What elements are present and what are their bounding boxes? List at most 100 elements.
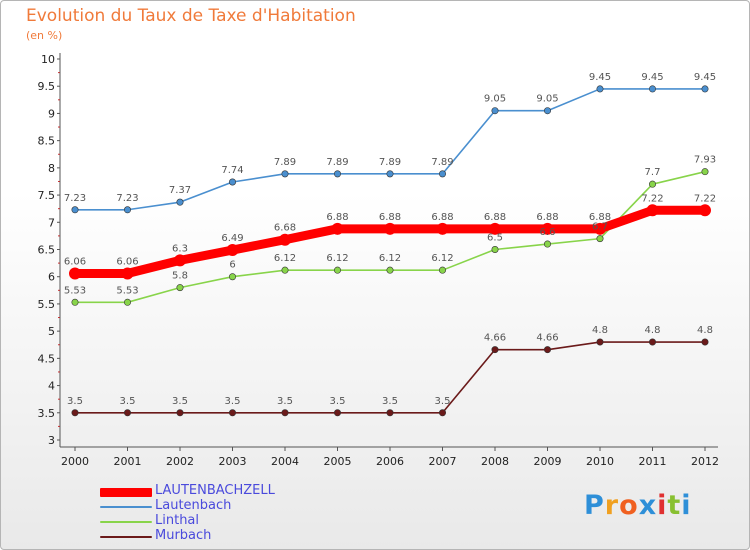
legend-label-linthal: Linthal bbox=[155, 513, 200, 528]
data-label-lautenbach: 7.89 bbox=[379, 157, 401, 168]
data-label-murbach: 3.5 bbox=[225, 396, 241, 407]
data-point-murbach bbox=[596, 338, 604, 346]
data-label-lautenbach: 7.23 bbox=[64, 193, 86, 204]
data-label-lautenbachzell: 6.06 bbox=[116, 256, 138, 267]
data-point-lautenbachzell bbox=[384, 222, 396, 235]
data-point-murbach bbox=[229, 409, 237, 417]
y-tick-label: 6 bbox=[48, 271, 55, 284]
data-label-lautenbach: 7.37 bbox=[169, 185, 191, 196]
data-point-lautenbachzell bbox=[646, 204, 659, 217]
chart-title: Evolution du Taux de Taxe d'Habitation bbox=[26, 6, 356, 26]
data-point-lautenbach bbox=[386, 170, 394, 178]
data-point-lautenbachzell bbox=[594, 222, 606, 235]
data-point-lautenbachzell bbox=[174, 254, 186, 267]
data-label-murbach: 3.5 bbox=[435, 396, 451, 407]
data-label-lautenbach: 9.05 bbox=[536, 94, 558, 105]
y-tick-label: 6.5 bbox=[38, 244, 56, 257]
data-label-murbach: 3.5 bbox=[120, 396, 136, 407]
data-label-murbach: 3.5 bbox=[67, 396, 83, 407]
data-point-lautenbach bbox=[543, 107, 551, 115]
data-point-murbach bbox=[176, 409, 184, 417]
logo-letter: P bbox=[584, 490, 605, 521]
data-point-murbach bbox=[386, 409, 394, 417]
series-layer bbox=[69, 85, 711, 417]
data-point-linthal bbox=[701, 168, 709, 176]
data-point-murbach bbox=[701, 338, 709, 346]
y-tick-label: 5 bbox=[48, 325, 55, 338]
data-label-lautenbach: 7.74 bbox=[221, 165, 243, 176]
x-tick-label: 2004 bbox=[271, 455, 299, 468]
data-point-lautenbachzell bbox=[279, 233, 291, 246]
data-label-linthal: 5.8 bbox=[172, 271, 188, 282]
unit-label: (en %) bbox=[26, 29, 63, 42]
data-point-linthal bbox=[124, 298, 132, 306]
x-tick-label: 2007 bbox=[429, 455, 457, 468]
data-label-lautenbachzell: 6.88 bbox=[484, 212, 506, 223]
data-label-linthal: 6.12 bbox=[379, 253, 401, 264]
x-tick-label: 2001 bbox=[114, 455, 142, 468]
data-label-lautenbach: 7.89 bbox=[431, 157, 453, 168]
data-label-linthal: 7.7 bbox=[645, 167, 661, 178]
y-tick-label: 3.5 bbox=[38, 407, 56, 420]
data-point-lautenbach bbox=[701, 85, 709, 93]
data-point-linthal bbox=[176, 284, 184, 292]
data-label-lautenbachzell: 6.06 bbox=[64, 256, 86, 267]
data-point-linthal bbox=[438, 266, 446, 274]
y-tick-label: 8.5 bbox=[38, 135, 56, 148]
data-label-murbach: 3.5 bbox=[277, 396, 293, 407]
logo-letter: i bbox=[681, 490, 692, 521]
y-tick-label: 9 bbox=[48, 107, 55, 120]
y-tick-label: 7.5 bbox=[38, 189, 56, 202]
data-label-lautenbachzell: 6.68 bbox=[274, 223, 296, 234]
data-label-lautenbach: 9.05 bbox=[484, 94, 506, 105]
data-point-murbach bbox=[124, 409, 132, 417]
data-point-murbach bbox=[281, 409, 289, 417]
data-point-lautenbach bbox=[71, 206, 79, 214]
legend-swatch-linthal bbox=[100, 521, 152, 523]
data-point-murbach bbox=[333, 409, 341, 417]
data-label-lautenbachzell: 6.88 bbox=[379, 212, 401, 223]
data-label-murbach: 4.8 bbox=[697, 325, 713, 336]
data-point-murbach bbox=[491, 346, 499, 354]
data-label-linthal: 6.12 bbox=[326, 253, 348, 264]
data-point-lautenbach bbox=[333, 170, 341, 178]
y-tick-label: 9.5 bbox=[38, 80, 56, 93]
data-point-lautenbach bbox=[229, 178, 237, 186]
data-point-linthal bbox=[596, 235, 604, 243]
data-label-murbach: 3.5 bbox=[172, 396, 188, 407]
data-label-lautenbachzell: 6.88 bbox=[431, 212, 453, 223]
y-tick-label: 8 bbox=[48, 162, 55, 175]
data-label-murbach: 4.66 bbox=[536, 333, 558, 344]
data-label-lautenbachzell: 6.88 bbox=[536, 212, 558, 223]
data-point-lautenbachzell bbox=[226, 244, 239, 257]
data-point-lautenbachzell bbox=[699, 204, 711, 217]
data-point-lautenbach bbox=[281, 170, 289, 178]
x-tick-label: 2008 bbox=[481, 455, 509, 468]
data-label-murbach: 3.5 bbox=[330, 396, 346, 407]
data-label-lautenbach: 9.45 bbox=[589, 72, 611, 83]
data-point-linthal bbox=[491, 246, 499, 254]
data-label-murbach: 3.5 bbox=[382, 396, 398, 407]
data-label-linthal: 6.7 bbox=[592, 222, 608, 233]
data-label-linthal: 6.12 bbox=[274, 253, 296, 264]
legend-swatch-lautenbachzell bbox=[100, 488, 152, 497]
data-label-murbach: 4.8 bbox=[592, 325, 608, 336]
x-tick-label: 2011 bbox=[639, 455, 667, 468]
data-point-linthal bbox=[648, 180, 656, 188]
data-label-lautenbach: 7.23 bbox=[116, 193, 138, 204]
data-point-lautenbachzell bbox=[121, 267, 134, 280]
x-tick-label: 2006 bbox=[376, 455, 404, 468]
x-tick-label: 2002 bbox=[166, 455, 194, 468]
data-label-murbach: 4.8 bbox=[645, 325, 661, 336]
data-label-lautenbachzell: 7.22 bbox=[641, 193, 663, 204]
axes: 3 3.5 4 4.5 5 5.5 6 6.5 7 7.5 8 8.5 9 9.5 10 2000 2001 20… bbox=[38, 53, 719, 468]
data-point-lautenbachzell bbox=[436, 222, 449, 235]
y-tick-label: 7 bbox=[48, 216, 55, 229]
data-label-linthal: 7.93 bbox=[694, 155, 716, 166]
data-label-murbach: 4.66 bbox=[484, 333, 506, 344]
data-label-lautenbach: 9.45 bbox=[694, 72, 716, 83]
y-tick-label: 4.5 bbox=[38, 352, 56, 365]
x-tick-label: 2009 bbox=[534, 455, 562, 468]
data-point-lautenbachzell bbox=[541, 222, 554, 235]
